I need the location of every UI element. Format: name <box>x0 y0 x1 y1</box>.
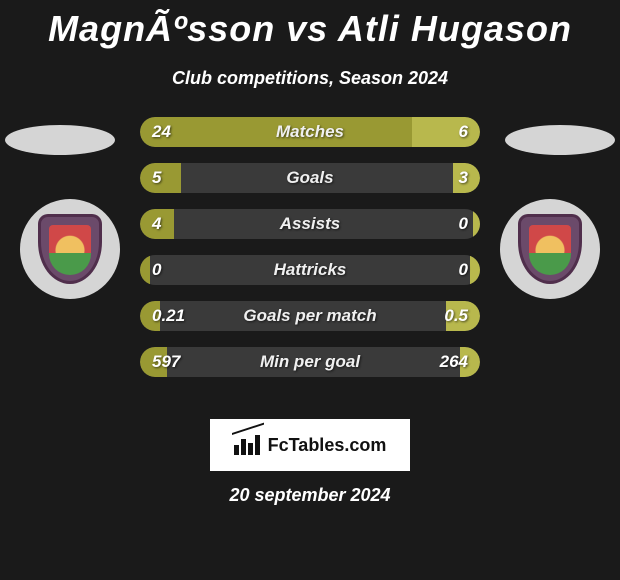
stat-value-right: 6 <box>459 117 468 147</box>
stat-bars-container: Matches246Goals53Assists40Hattricks00Goa… <box>140 117 480 393</box>
stat-label: Min per goal <box>140 347 480 377</box>
stat-value-left: 0 <box>152 255 161 285</box>
stat-value-left: 24 <box>152 117 171 147</box>
umfa-crest-icon <box>38 214 102 284</box>
stat-value-right: 3 <box>459 163 468 193</box>
stat-value-right: 264 <box>440 347 468 377</box>
stat-row: Goals per match0.21 0.5 <box>140 301 480 331</box>
club-badge-right <box>500 199 600 299</box>
comparison-arena: Matches246Goals53Assists40Hattricks00Goa… <box>0 117 620 417</box>
stat-row: Min per goal597 264 <box>140 347 480 377</box>
stat-value-left: 597 <box>152 347 180 377</box>
stat-value-right: 0 <box>459 209 468 239</box>
stat-value-left: 0.21 <box>152 301 185 331</box>
club-badge-left <box>20 199 120 299</box>
stat-row: Assists4 0 <box>140 209 480 239</box>
stat-label: Goals <box>140 163 480 193</box>
brand-box: FcTables.com <box>210 419 410 471</box>
stat-value-left: 5 <box>152 163 161 193</box>
subtitle: Club competitions, Season 2024 <box>0 68 620 89</box>
stat-label: Matches <box>140 117 480 147</box>
stat-row: Matches24 6 <box>140 117 480 147</box>
fctables-logo-icon <box>234 435 262 455</box>
stat-value-right: 0.5 <box>444 301 468 331</box>
stat-value-left: 4 <box>152 209 161 239</box>
brand-text: FcTables.com <box>268 435 387 456</box>
date-line: 20 september 2024 <box>0 485 620 506</box>
stat-label: Goals per match <box>140 301 480 331</box>
stat-row: Hattricks0 0 <box>140 255 480 285</box>
player-right-avatar-ellipse <box>505 125 615 155</box>
stat-row: Goals5 3 <box>140 163 480 193</box>
player-left-avatar-ellipse <box>5 125 115 155</box>
page-title: MagnÃºsson vs Atli Hugason <box>0 0 620 50</box>
stat-value-right: 0 <box>459 255 468 285</box>
stat-label: Hattricks <box>140 255 480 285</box>
umfa-crest-icon <box>518 214 582 284</box>
stat-label: Assists <box>140 209 480 239</box>
